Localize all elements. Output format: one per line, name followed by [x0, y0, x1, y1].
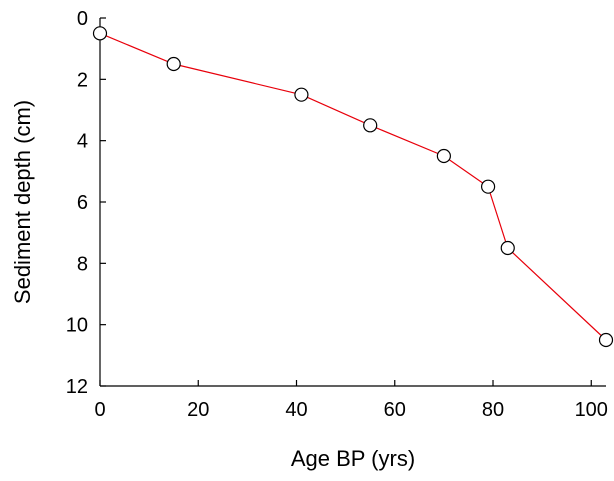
- x-tick-label: 40: [285, 399, 307, 421]
- x-tick-label: 80: [482, 399, 504, 421]
- y-axis-ticks: 0 2 4 6 8 10 12: [66, 8, 106, 398]
- data-point: [598, 332, 614, 348]
- data-point: [166, 56, 181, 72]
- data-point: [500, 240, 515, 256]
- x-tick-label: 20: [187, 399, 209, 421]
- y-tick-label: 8: [77, 253, 88, 275]
- data-point: [294, 87, 309, 102]
- x-axis-ticks: 0 20 40 60 80 100: [94, 380, 608, 421]
- data-point: [436, 148, 451, 164]
- data-point: [92, 26, 108, 41]
- y-tick-label: 4: [77, 131, 88, 153]
- y-axis-title: Sediment depth (cm): [10, 100, 35, 304]
- data-point: [480, 179, 496, 194]
- x-axis-title: Age BP (yrs): [291, 446, 415, 471]
- plot-area: 0 20 40 60 80 100 0 2 4 6 8 10 12: [66, 8, 614, 421]
- x-tick-label: 0: [94, 399, 105, 421]
- y-tick-label: 6: [77, 192, 88, 214]
- x-tick-label: 60: [384, 399, 406, 421]
- y-tick-label: 10: [66, 315, 88, 337]
- y-tick-label: 2: [77, 69, 88, 91]
- y-tick-label: 12: [66, 376, 88, 398]
- series-line: [99, 32, 607, 341]
- y-tick-label: 0: [77, 8, 88, 30]
- data-point: [363, 118, 378, 133]
- series-group: [92, 26, 614, 348]
- x-tick-label: 100: [575, 399, 608, 421]
